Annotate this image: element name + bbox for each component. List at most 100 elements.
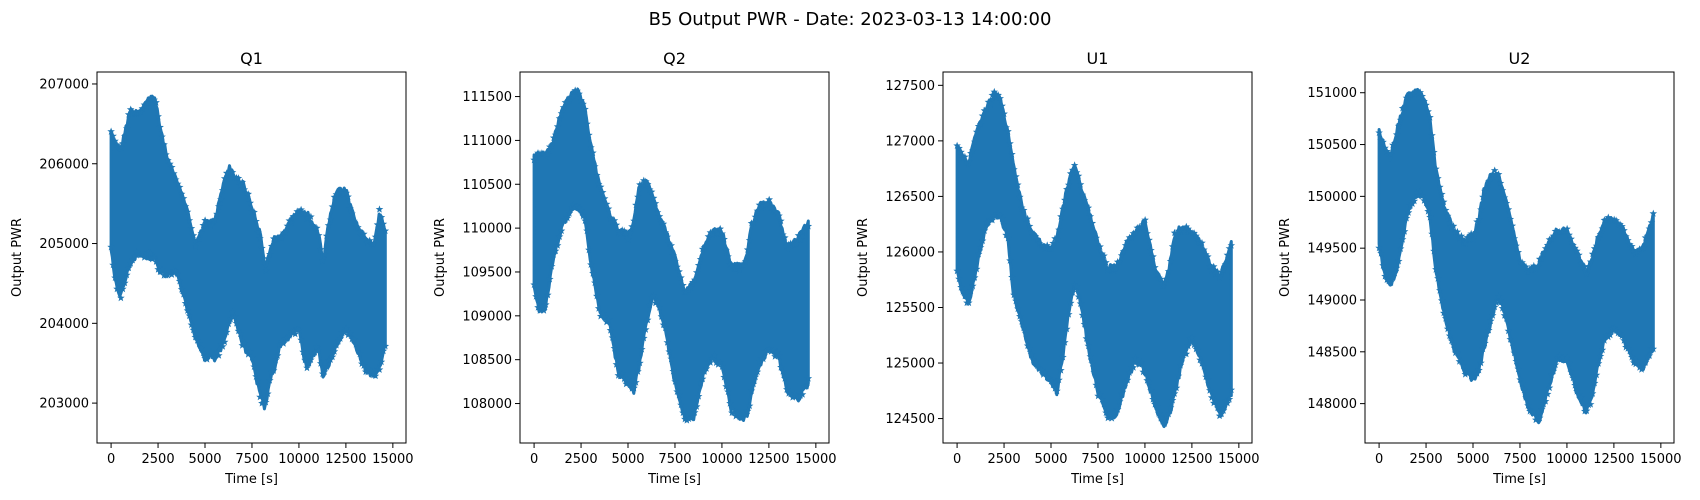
data-point (1186, 227, 1194, 235)
data-point (1504, 327, 1513, 335)
data-point (123, 271, 131, 279)
data-point (316, 245, 325, 253)
data-point (1184, 342, 1192, 350)
data-point (1447, 223, 1456, 231)
y-tick-label: 111000 (462, 134, 512, 149)
data-point (1104, 266, 1112, 274)
data-point (1389, 141, 1397, 149)
data-point (720, 235, 728, 243)
data-point (254, 228, 262, 236)
data-point (563, 214, 572, 222)
x-tick-label: 0 (1375, 452, 1383, 467)
data-point (532, 153, 540, 161)
data-point (1159, 281, 1167, 290)
data-point (755, 201, 764, 209)
data-point (1479, 193, 1487, 201)
data-point (197, 344, 205, 352)
data-point (1586, 257, 1595, 266)
data-point (199, 221, 207, 229)
data-point (783, 385, 791, 393)
data-point (1168, 396, 1177, 404)
data-point (1192, 231, 1200, 240)
data-point (1186, 335, 1194, 343)
data-point (553, 241, 562, 249)
data-point (314, 231, 323, 239)
data-point (111, 273, 119, 282)
data-point (158, 132, 166, 141)
data-point (720, 373, 728, 381)
data-point (224, 319, 233, 328)
data-point (1063, 325, 1071, 333)
data-point (230, 312, 239, 320)
subplot-title: Q2 (663, 49, 686, 68)
data-point (955, 144, 963, 152)
data-point (555, 114, 564, 122)
data-point (761, 201, 769, 209)
data-point (113, 140, 121, 149)
data-point (692, 402, 701, 410)
data-point (381, 342, 390, 350)
data-point (1471, 368, 1479, 376)
data-point (1143, 376, 1151, 384)
data-point (585, 131, 593, 139)
data-point (1110, 266, 1118, 274)
data-point (1404, 208, 1413, 216)
data-point (690, 408, 699, 416)
data-point (1510, 234, 1519, 242)
data-point (978, 236, 987, 245)
data-point (340, 190, 348, 198)
data-point (205, 219, 213, 227)
data-point (371, 232, 380, 241)
data-point (344, 192, 352, 201)
data-point (972, 128, 981, 136)
data-point (655, 303, 664, 311)
data-point (659, 320, 668, 329)
data-point (1557, 354, 1566, 363)
y-tick-label: 127500 (885, 79, 935, 94)
data-point (356, 349, 364, 358)
data-point (1170, 389, 1179, 397)
data-point (677, 273, 685, 281)
data-point (1596, 230, 1605, 238)
data-point (536, 306, 544, 314)
data-point (1394, 257, 1403, 265)
data-point (998, 214, 1006, 222)
data-point (591, 162, 599, 170)
data-point (978, 111, 987, 120)
data-point (687, 414, 695, 422)
data-point (1598, 224, 1607, 232)
data-point (685, 414, 693, 423)
data-point (111, 137, 119, 145)
data-point (1616, 329, 1624, 337)
data-point (1168, 242, 1177, 250)
data-point (1209, 399, 1218, 407)
data-point (1064, 181, 1073, 189)
data-point (1108, 265, 1116, 273)
data-point (1535, 414, 1544, 422)
data-point (1221, 260, 1230, 268)
data-point (1485, 326, 1493, 334)
data-point (1610, 324, 1618, 332)
data-point (1153, 270, 1161, 279)
data-point (800, 382, 809, 390)
data-point (1385, 277, 1393, 285)
data-point (675, 267, 683, 275)
data-point (679, 281, 687, 289)
data-point (708, 354, 717, 363)
data-point (1063, 185, 1071, 193)
data-point (775, 211, 783, 220)
data-point (1182, 222, 1191, 230)
data-point (630, 217, 638, 225)
data-point (1643, 232, 1652, 240)
data-point (1055, 376, 1063, 384)
data-point (612, 360, 621, 368)
data-point (1430, 247, 1438, 255)
data-point (540, 149, 548, 158)
data-point (264, 254, 272, 262)
data-point (1443, 212, 1452, 220)
data-point (1002, 123, 1010, 131)
data-point (1457, 357, 1466, 365)
data-point (1539, 250, 1548, 258)
data-point (698, 375, 707, 383)
data-point (203, 355, 211, 363)
